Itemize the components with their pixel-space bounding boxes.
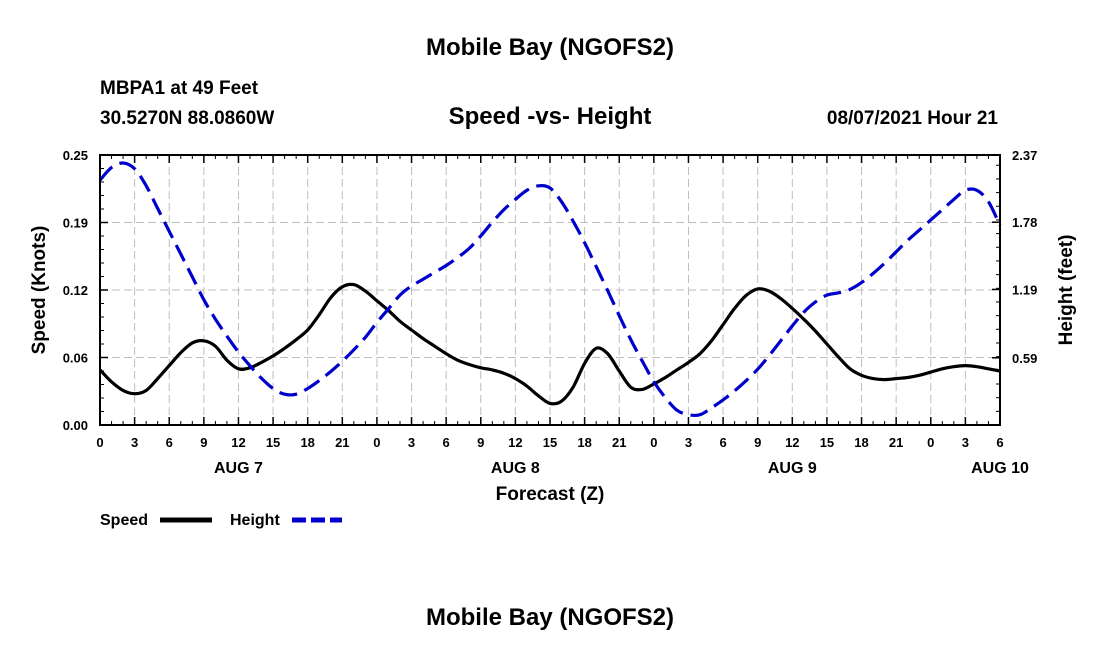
y-right-tick-label: 0.59 <box>1012 351 1037 366</box>
coords-label: 30.5270N 88.0860W <box>100 108 274 129</box>
grid-lines <box>100 155 1000 425</box>
datetime-label: 08/07/2021 Hour 21 <box>827 108 999 129</box>
x-tick-label: 9 <box>477 435 484 450</box>
x-tick-label: 0 <box>927 435 934 450</box>
x-day-label: AUG 10 <box>971 460 1029 477</box>
chart-subtitle: Speed -vs- Height <box>449 103 652 130</box>
x-tick-label: 0 <box>373 435 380 450</box>
series-height-line <box>98 161 1002 418</box>
y-right-tick-label: 1.19 <box>1012 282 1037 297</box>
x-axis-title: Forecast (Z) <box>496 484 605 505</box>
x-tick-label: 3 <box>408 435 415 450</box>
x-tick-label: 15 <box>266 435 280 450</box>
legend-speed-label: Speed <box>100 512 148 529</box>
y-left-tick-label: 0.00 <box>63 418 88 433</box>
x-tick-label: 12 <box>508 435 522 450</box>
legend: Speed Height <box>100 512 342 529</box>
x-tick-label: 21 <box>612 435 626 450</box>
x-tick-label: 12 <box>785 435 799 450</box>
y-left-tick-label: 0.25 <box>63 148 88 163</box>
x-day-label: AUG 9 <box>768 460 817 477</box>
y-left-tick-label: 0.06 <box>63 351 88 366</box>
legend-height-label: Height <box>230 512 280 529</box>
x-tick-label: 9 <box>200 435 207 450</box>
chart-title: Mobile Bay (NGOFS2) <box>426 34 674 61</box>
y-left-tick-label: 0.12 <box>63 283 88 298</box>
x-tick-label: 3 <box>962 435 969 450</box>
x-tick-label: 3 <box>131 435 138 450</box>
x-tick-label: 18 <box>577 435 591 450</box>
tick-labels: 0 3 6 9 12 15 18 21 0 3 6 9 12 15 18 21 0 3 6 9 12 15 18 21 0 3 6 A… <box>63 148 1038 477</box>
y-axis-right-title: Height (feet) <box>1056 235 1077 346</box>
x-tick-label: 9 <box>754 435 761 450</box>
footer-title: Mobile Bay (NGOFS2) <box>426 604 674 631</box>
x-tick-label: 6 <box>443 435 450 450</box>
x-tick-label: 21 <box>335 435 349 450</box>
x-tick-label: 18 <box>300 435 314 450</box>
x-tick-label: 12 <box>231 435 245 450</box>
x-day-label: AUG 8 <box>491 460 540 477</box>
series-lines <box>98 161 1002 418</box>
x-tick-label: 15 <box>820 435 834 450</box>
y-left-tick-label: 0.19 <box>63 216 88 231</box>
x-tick-label: 0 <box>96 435 103 450</box>
x-tick-label: 21 <box>889 435 903 450</box>
x-tick-label: 6 <box>996 435 1003 450</box>
station-label: MBPA1 at 49 Feet <box>100 78 259 99</box>
x-day-label: AUG 7 <box>214 460 263 477</box>
x-tick-label: 6 <box>719 435 726 450</box>
x-tick-label: 6 <box>166 435 173 450</box>
x-tick-label: 18 <box>854 435 868 450</box>
axis-ticks <box>99 154 1001 426</box>
y-right-tick-label: 1.78 <box>1012 215 1037 230</box>
x-tick-label: 3 <box>685 435 692 450</box>
y-right-tick-label: 2.37 <box>1012 148 1037 163</box>
x-tick-label: 0 <box>650 435 657 450</box>
x-tick-label: 15 <box>543 435 557 450</box>
y-axis-left-title: Speed (Knots) <box>29 226 50 355</box>
